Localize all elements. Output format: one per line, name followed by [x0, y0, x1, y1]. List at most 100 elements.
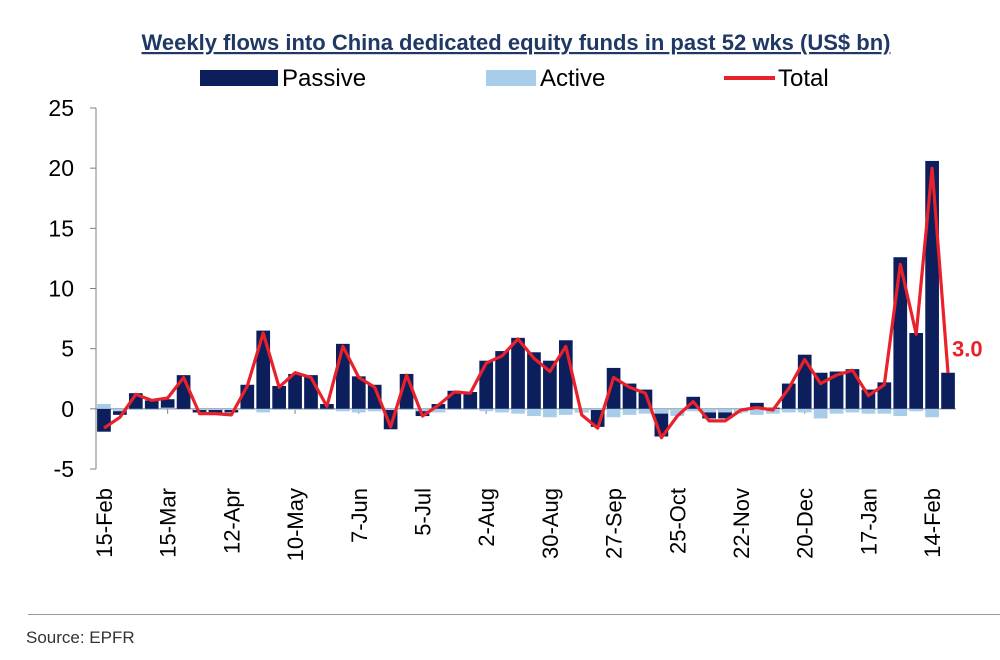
active-bar — [654, 408, 669, 414]
active-bar — [113, 408, 127, 412]
y-tick-label: 0 — [61, 396, 74, 422]
active-bar — [272, 408, 286, 411]
passive-bar — [224, 408, 239, 413]
active-bar — [208, 408, 223, 411]
y-tick-label: 10 — [48, 276, 74, 302]
active-bar — [288, 408, 302, 411]
passive-bar — [511, 337, 525, 409]
x-tick-label: 25-Oct — [665, 488, 690, 554]
x-tick-label: 10-May — [283, 488, 308, 561]
active-bar — [463, 408, 478, 411]
active-bar — [447, 408, 462, 411]
active-bar — [909, 408, 924, 412]
active-bar — [415, 408, 430, 412]
active-bar — [256, 408, 271, 413]
active-bar — [192, 408, 207, 411]
total-annotation: 3.0 — [952, 337, 983, 362]
passive-bar — [750, 402, 764, 409]
x-tick-label: 7-Jun — [347, 488, 372, 543]
x-tick-label: 30-Aug — [538, 488, 563, 559]
passive-bar — [113, 408, 127, 415]
active-bar — [622, 408, 637, 415]
annotations: 3.0 — [952, 337, 983, 362]
passive-bar-series — [97, 160, 955, 437]
source-note: Source: EPFR — [26, 628, 135, 647]
total-line — [103, 166, 950, 440]
legend-label-active: Active — [540, 65, 605, 92]
active-bar — [351, 408, 366, 413]
active-bar — [97, 404, 111, 409]
y-tick-label: 25 — [48, 95, 74, 121]
passive-bar — [272, 385, 286, 409]
y-tick-label: -5 — [54, 456, 74, 482]
active-bar — [367, 408, 382, 412]
active-bar — [431, 408, 446, 413]
y-tick-label: 15 — [48, 215, 74, 241]
active-bar — [893, 408, 908, 417]
active-bar — [845, 408, 860, 413]
legend-swatch-active — [486, 70, 536, 86]
x-tick-label: 27-Sep — [602, 488, 627, 559]
active-bar — [781, 408, 796, 413]
active-bar — [813, 408, 828, 419]
active-bar — [797, 408, 812, 413]
x-axis: 15-Feb 15-Mar 12-Apr 10-May 7-Jun 5-Jul 2-Aug 3… — [92, 408, 956, 561]
total-line-series — [103, 166, 950, 440]
passive-bar — [97, 408, 111, 432]
active-bar — [606, 408, 621, 418]
passive-bar — [543, 360, 557, 409]
active-bar — [829, 408, 844, 414]
active-bar — [925, 408, 939, 418]
chart-title: Weekly flows into China dedicated equity… — [142, 30, 891, 55]
active-bar — [240, 408, 255, 411]
passive-bar — [781, 383, 796, 409]
x-tick-label: 15-Mar — [156, 488, 181, 558]
passive-bar — [351, 376, 366, 409]
x-tick-label: 5-Jul — [410, 488, 435, 536]
passive-bar — [208, 408, 223, 414]
passive-bar — [718, 408, 732, 419]
passive-bar — [845, 369, 860, 409]
footer-divider — [28, 614, 1000, 615]
legend-label-passive: Passive — [282, 65, 366, 92]
active-bar — [638, 408, 653, 414]
y-axis: -5 0 5 10 15 20 25 — [48, 95, 97, 482]
active-bar — [877, 408, 892, 414]
active-bar — [320, 408, 334, 411]
passive-bar — [144, 400, 159, 409]
x-tick-label: 20-Dec — [793, 488, 818, 559]
active-bar — [479, 408, 494, 412]
passive-bar — [495, 351, 509, 409]
active-bar — [590, 408, 605, 411]
active-bar — [527, 408, 541, 417]
active-bar — [495, 408, 509, 413]
legend: Passive Active Total — [200, 65, 829, 92]
passive-bar — [256, 330, 271, 409]
active-bar — [336, 408, 350, 412]
passive-bar — [829, 371, 844, 409]
x-tick-label: 2-Aug — [474, 488, 499, 547]
active-bar — [718, 408, 732, 413]
passive-bar — [527, 352, 541, 409]
active-bar — [670, 408, 685, 417]
active-bar — [160, 407, 175, 409]
passive-bar — [941, 372, 955, 409]
active-bar — [511, 408, 525, 414]
x-tick-label: 14-Feb — [920, 488, 945, 558]
passive-bar — [479, 360, 494, 409]
active-bar — [861, 408, 876, 414]
passive-bar — [702, 408, 716, 419]
active-bar — [383, 408, 398, 411]
x-tick-label: 15-Feb — [92, 488, 117, 558]
x-tick-label: 17-Jan — [856, 488, 881, 555]
active-bar — [686, 408, 701, 412]
legend-label-total: Total — [778, 65, 829, 92]
y-tick-label: 5 — [61, 336, 74, 362]
passive-bar — [160, 399, 175, 409]
passive-bar — [288, 373, 302, 409]
x-tick-label: 22-Nov — [729, 488, 754, 559]
passive-bar — [925, 160, 939, 409]
active-bar — [702, 408, 716, 413]
active-bar — [304, 408, 318, 411]
active-bar — [144, 408, 159, 411]
